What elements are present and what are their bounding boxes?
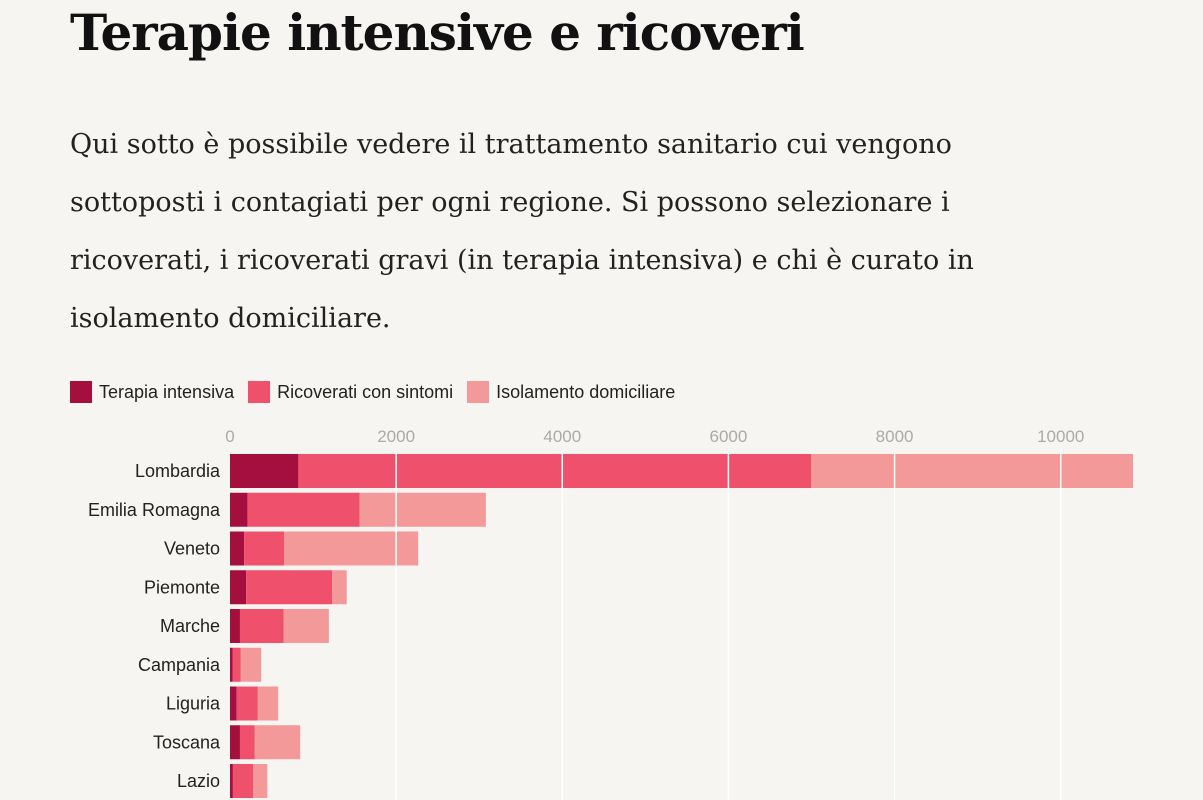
bar-segment[interactable] <box>236 686 258 721</box>
category-label: Marche <box>160 616 220 636</box>
gridlines <box>395 450 1062 800</box>
bar-segment[interactable] <box>239 725 255 760</box>
bar-segment[interactable] <box>230 454 299 488</box>
legend-label: Terapia intensiva <box>99 381 235 402</box>
bar-segment[interactable] <box>230 492 248 527</box>
category-label: Campania <box>138 655 221 675</box>
legend-item[interactable]: Terapia intensiva <box>70 381 234 403</box>
bars <box>230 454 1133 798</box>
stacked-bar-chart: 0 2000 4000 6000 8000 10000 Lombardia Emilia R… <box>88 427 1133 800</box>
x-tick-label: 4000 <box>543 427 581 446</box>
bar-segment[interactable] <box>298 454 812 488</box>
bar-segment[interactable] <box>359 492 486 527</box>
bar-segment[interactable] <box>230 647 233 682</box>
bar-segment[interactable] <box>232 764 254 798</box>
category-label: Liguria <box>166 694 221 714</box>
category-label: Lazio <box>177 771 220 791</box>
x-tick-label: 8000 <box>876 427 914 446</box>
bar-segment[interactable] <box>811 454 1133 488</box>
bar-segment[interactable] <box>283 531 419 566</box>
chart-legend: Terapia intensiva Ricoverati con sintomi I… <box>70 381 689 403</box>
bar-segment[interactable] <box>232 647 241 682</box>
bar-segment[interactable] <box>244 531 284 566</box>
legend-label: Ricoverati con sintomi <box>277 381 454 402</box>
category-label: Piemonte <box>144 577 220 597</box>
x-tick-label: 2000 <box>377 427 415 446</box>
bar-segment[interactable] <box>230 570 247 605</box>
category-label: Emilia Romagna <box>88 500 221 520</box>
bar-segment[interactable] <box>257 686 279 721</box>
bar-segment[interactable] <box>239 609 284 643</box>
x-tick-label: 6000 <box>710 427 748 446</box>
bar-segment[interactable] <box>253 764 268 798</box>
legend-item[interactable]: Ricoverati con sintomi <box>248 381 453 403</box>
legend-swatch <box>248 381 271 403</box>
bar-segment[interactable] <box>230 686 237 721</box>
category-label: Toscana <box>153 732 221 752</box>
category-label: Lombardia <box>135 461 221 481</box>
category-label: Veneto <box>164 539 220 559</box>
x-tick-label: 0 <box>225 427 234 446</box>
bar-segment[interactable] <box>246 570 333 605</box>
intro-paragraph: Qui sotto è possibile vedere il trattame… <box>70 129 974 334</box>
bar-segment[interactable] <box>230 764 233 798</box>
bar-segment[interactable] <box>332 570 347 605</box>
category-labels: Lombardia Emilia Romagna Veneto Piemonte Mar… <box>88 461 221 791</box>
legend-item[interactable]: Isolamento domiciliare <box>467 381 675 403</box>
bar-segment[interactable] <box>283 609 329 643</box>
bar-segment[interactable] <box>247 492 360 527</box>
legend-label: Isolamento domiciliare <box>496 381 676 402</box>
bar-segment[interactable] <box>230 531 245 566</box>
bar-segment[interactable] <box>230 725 240 760</box>
bar-segment[interactable] <box>230 609 240 643</box>
legend-swatch <box>70 381 92 403</box>
page-title: Terapie intensive e ricoveri <box>70 3 805 62</box>
legend-swatch <box>467 381 490 403</box>
x-tick-label: 10000 <box>1037 427 1084 446</box>
bar-segment[interactable] <box>254 725 301 760</box>
x-axis-ticks: 0 2000 4000 6000 8000 10000 <box>225 427 1084 446</box>
bar-segment[interactable] <box>240 647 262 682</box>
